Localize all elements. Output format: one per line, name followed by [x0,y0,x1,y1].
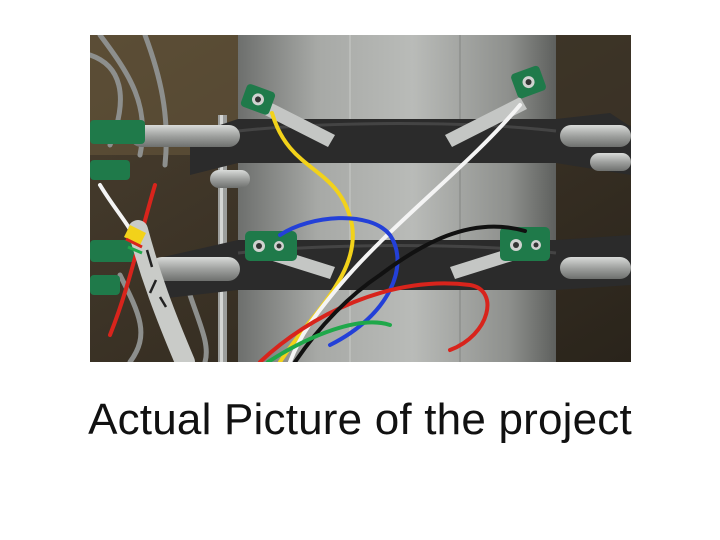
white-wire [288,103,522,362]
red-wire-left [108,183,157,337]
project-photo-illustration [90,35,631,362]
slide-caption: Actual Picture of the project [88,395,632,444]
lower-right-rod [560,257,631,279]
blue-wire [278,216,400,347]
steel-pipe [238,35,556,362]
project-photo [90,35,631,362]
labeled-cable [124,220,195,362]
green-probe-heads [240,65,550,261]
sensor-wires [98,103,527,362]
upper-left-rod [130,125,240,147]
green-wire [266,320,392,362]
left-green-fittings [90,120,145,295]
upper-right-rod [560,125,631,147]
black-wire [293,224,527,362]
red-wire-right [258,281,490,362]
lower-left-rod [150,257,240,281]
